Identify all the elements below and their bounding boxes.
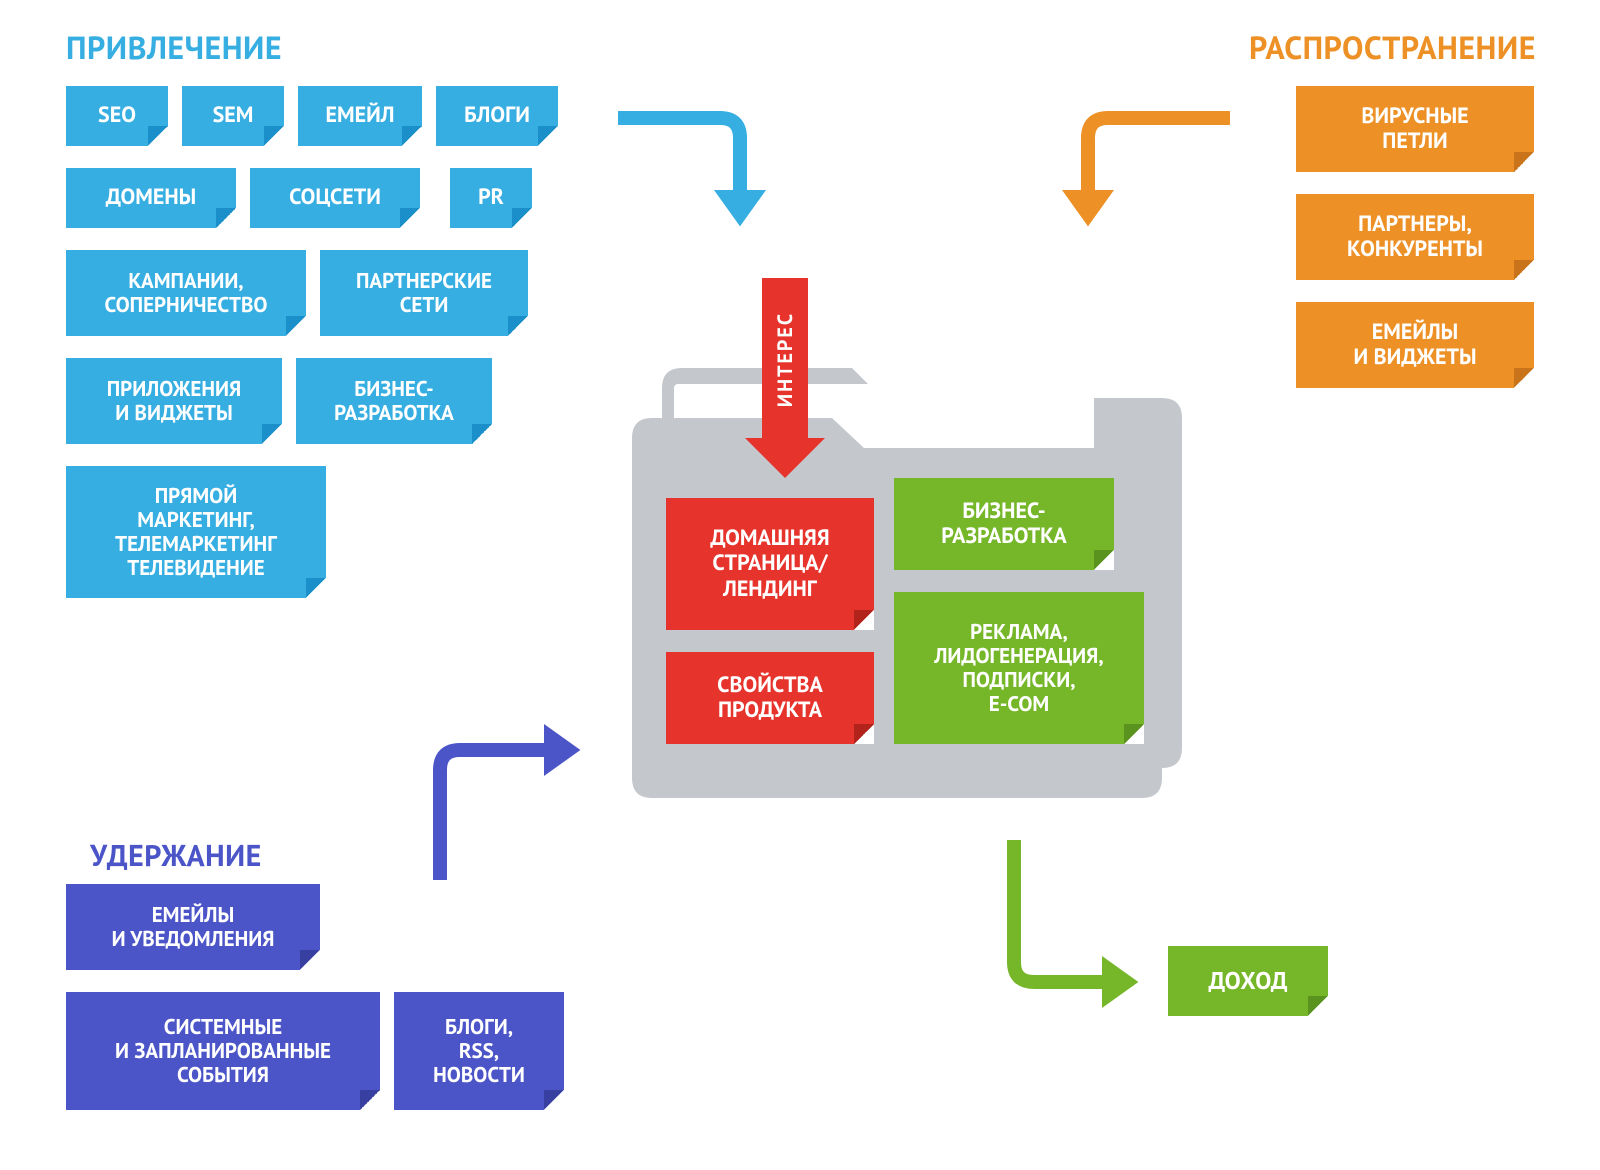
card-acquisition-3: БЛОГИ — [436, 86, 558, 146]
card-center_red-0: ДОМАШНЯЯ СТРАНИЦА/ ЛЕНДИНГ — [666, 498, 874, 630]
card-corner-icon — [512, 208, 532, 228]
card-center_green-1: РЕКЛАМА, ЛИДОГЕНЕРАЦИЯ, ПОДПИСКИ, E-COM — [894, 592, 1144, 744]
interest-arrow: ИНТЕРЕС — [762, 278, 808, 478]
card-corner-icon — [1308, 996, 1328, 1016]
card-corner-icon — [264, 126, 284, 146]
card-corner-icon — [216, 208, 236, 228]
section-title-retention: УДЕРЖАНИЕ — [90, 836, 262, 875]
card-corner-icon — [1514, 152, 1534, 172]
card-corner-icon — [148, 126, 168, 146]
card-acquisition-11: ПРЯМОЙ МАРКЕТИНГ, ТЕЛЕМАРКЕТИНГ ТЕЛЕВИДЕ… — [66, 466, 326, 598]
card-corner-icon — [1094, 550, 1114, 570]
card-acquisition-8: ПАРТНЕРСКИЕ СЕТИ — [320, 250, 528, 336]
card-corner-icon — [262, 424, 282, 444]
card-corner-icon — [538, 126, 558, 146]
card-corner-icon — [1514, 368, 1534, 388]
arrow-dist-to-center — [1062, 118, 1230, 226]
card-corner-icon — [1514, 260, 1534, 280]
diagram-canvas: ПРИВЛЕЧЕНИЕ РАСПРОСТРАНЕНИЕ УДЕРЖАНИЕ SEOSE… — [0, 0, 1600, 1170]
card-acquisition-0: SEO — [66, 86, 168, 146]
arrow-center-to-rev — [1014, 840, 1138, 1008]
card-retention-0: ЕМЕЙЛЫ И УВЕДОМЛЕНИЯ — [66, 884, 320, 970]
card-corner-icon — [286, 316, 306, 336]
card-distribution-0: ВИРУСНЫЕ ПЕТЛИ — [1296, 86, 1534, 172]
card-corner-icon — [300, 950, 320, 970]
card-corner-icon — [400, 208, 420, 228]
card-corner-icon — [508, 316, 528, 336]
section-title-acquisition: ПРИВЛЕЧЕНИЕ — [66, 26, 282, 68]
arrow-ret-to-center — [440, 724, 580, 880]
card-retention-1: СИСТЕМНЫЕ И ЗАПЛАНИРОВАННЫЕ СОБЫТИЯ — [66, 992, 380, 1110]
arrow-acq-to-center — [618, 118, 766, 226]
card-acquisition-1: SEM — [182, 86, 284, 146]
card-acquisition-2: ЕМЕЙЛ — [298, 86, 422, 146]
card-corner-icon — [360, 1090, 380, 1110]
card-acquisition-7: КАМПАНИИ, СОПЕРНИЧЕСТВО — [66, 250, 306, 336]
card-center_green-0: БИЗНЕС- РАЗРАБОТКА — [894, 478, 1114, 570]
card-corner-icon — [854, 610, 874, 630]
card-acquisition-6: PR — [450, 168, 532, 228]
card-corner-icon — [402, 126, 422, 146]
card-acquisition-10: БИЗНЕС- РАЗРАБОТКА — [296, 358, 492, 444]
card-distribution-2: ЕМЕЙЛЫ И ВИДЖЕТЫ — [1296, 302, 1534, 388]
card-corner-icon — [544, 1090, 564, 1110]
section-title-distribution: РАСПРОСТРАНЕНИЕ — [1249, 26, 1536, 68]
card-corner-icon — [854, 724, 874, 744]
card-center_red-1: СВОЙСТВА ПРОДУКТА — [666, 652, 874, 744]
card-corner-icon — [1124, 724, 1144, 744]
card-acquisition-4: ДОМЕНЫ — [66, 168, 236, 228]
card-revenue-0: ДОХОД — [1168, 946, 1328, 1016]
card-acquisition-5: СОЦСЕТИ — [250, 168, 420, 228]
card-retention-2: БЛОГИ, RSS, НОВОСТИ — [394, 992, 564, 1110]
interest-label: ИНТЕРЕС — [772, 312, 798, 407]
card-distribution-1: ПАРТНЕРЫ, КОНКУРЕНТЫ — [1296, 194, 1534, 280]
card-acquisition-9: ПРИЛОЖЕНИЯ И ВИДЖЕТЫ — [66, 358, 282, 444]
card-corner-icon — [306, 578, 326, 598]
card-corner-icon — [472, 424, 492, 444]
